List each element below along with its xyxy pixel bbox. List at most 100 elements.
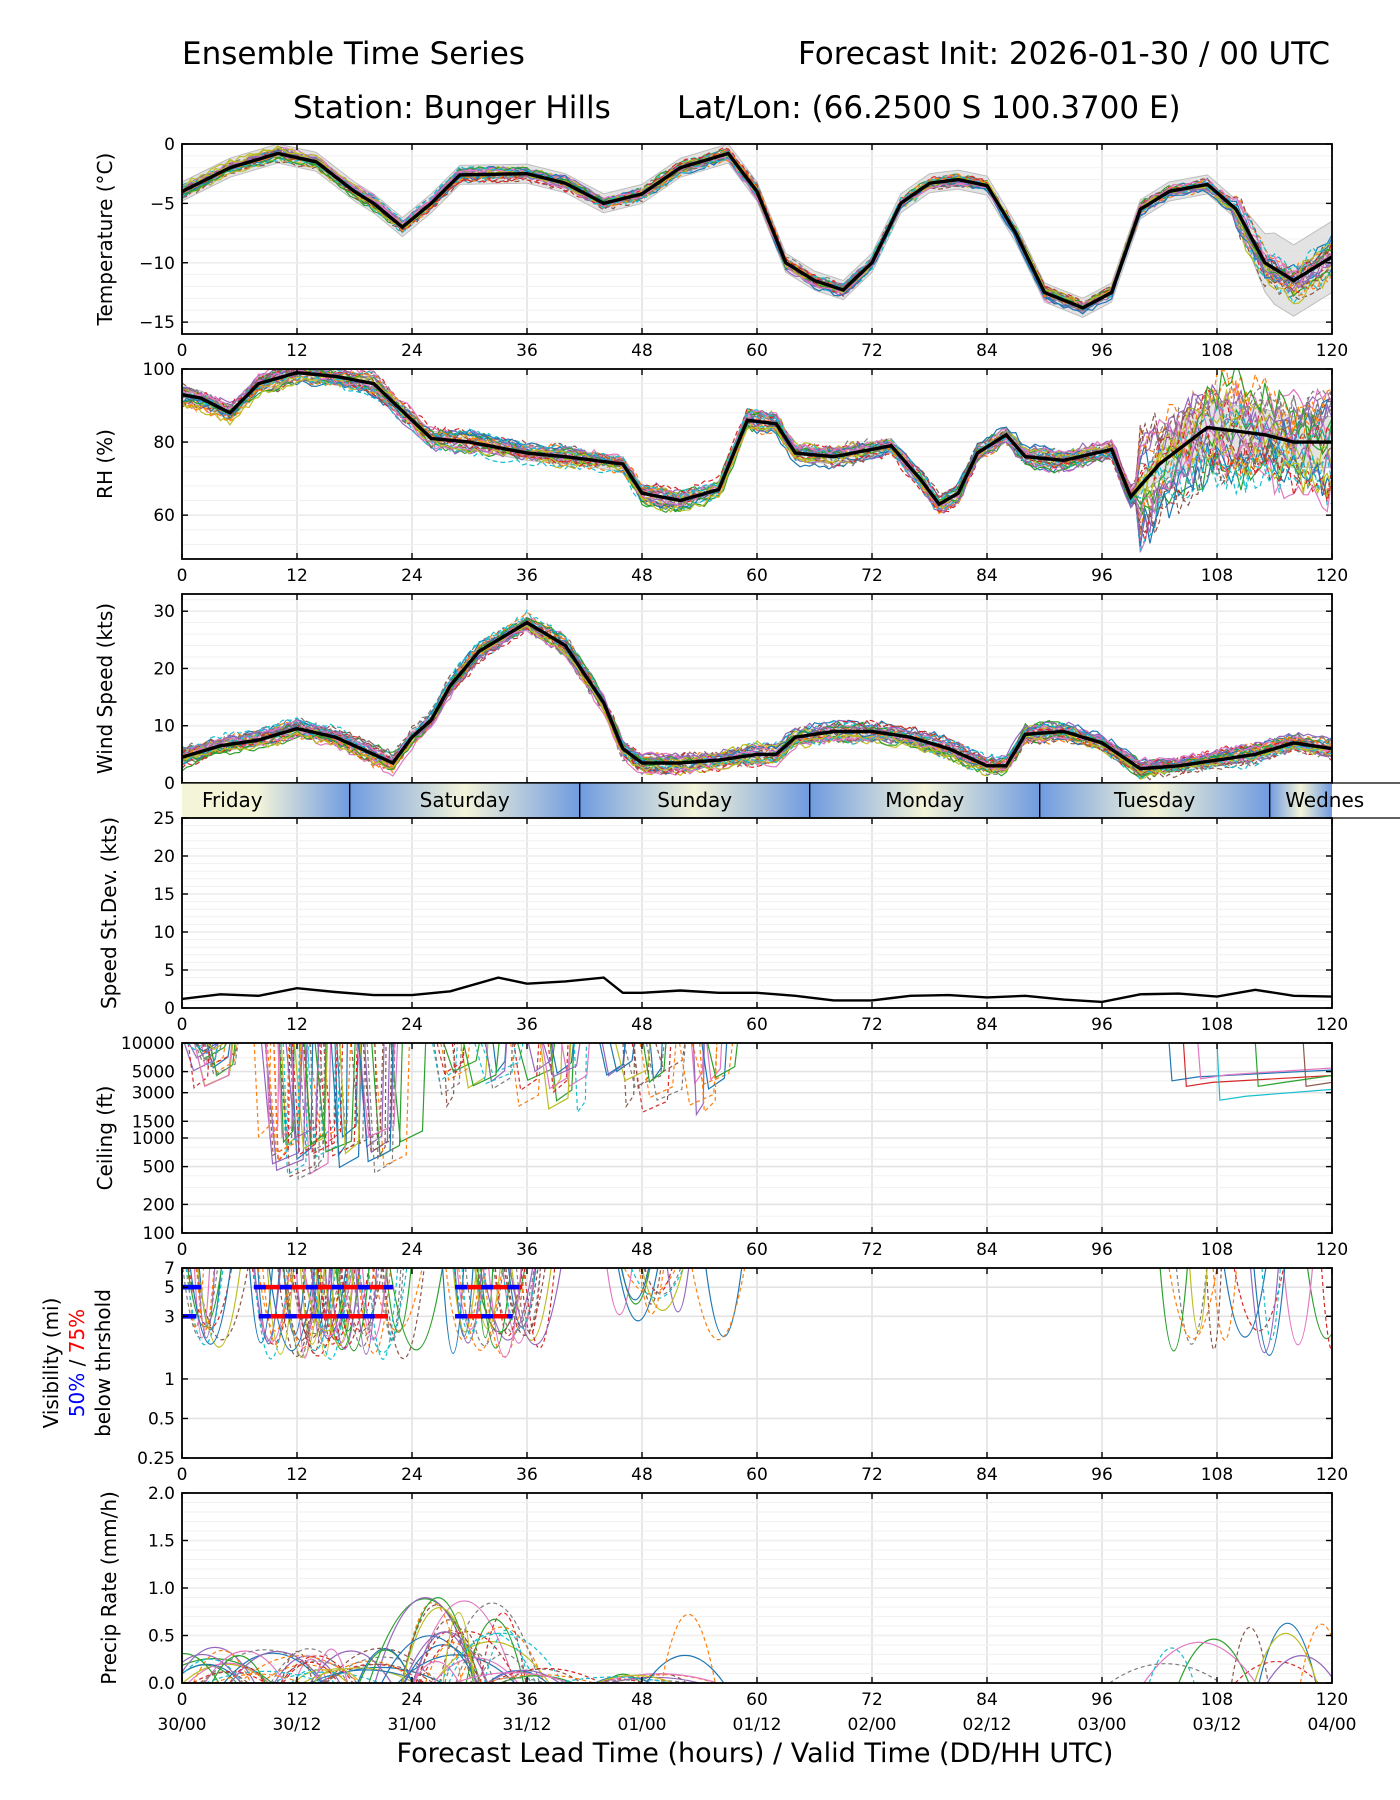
valid-time-label: 04/00 bbox=[1308, 1715, 1357, 1735]
ceiling-member-line bbox=[451, 1043, 465, 1075]
precip-grid bbox=[181, 1492, 1333, 1684]
precip-member-line bbox=[282, 1661, 339, 1683]
x-tick-label: 108 bbox=[1201, 1465, 1233, 1485]
valid-time-label: 02/12 bbox=[963, 1715, 1012, 1735]
wind-member-line bbox=[182, 622, 1332, 776]
ceiling-member-line bbox=[309, 1043, 326, 1171]
precip-member-line bbox=[182, 1654, 242, 1683]
speed_stdev-y-label: Speed St.Dev. (kts) bbox=[97, 817, 121, 1009]
day-label: Monday bbox=[885, 788, 964, 812]
lat-lon: Lat/Lon: (66.2500 S 100.3700 E) bbox=[677, 90, 1181, 126]
x-tick-label: 24 bbox=[401, 341, 423, 361]
ceiling-member-line bbox=[206, 1043, 234, 1051]
precip-member-line bbox=[412, 1661, 460, 1683]
visibility-member-line bbox=[643, 1268, 682, 1295]
precip-member-line bbox=[1178, 1638, 1250, 1683]
visibility-member-line bbox=[1159, 1268, 1188, 1352]
ceiling-member-line bbox=[301, 1043, 332, 1175]
visibility-member-line bbox=[193, 1268, 211, 1339]
ceiling-member-line bbox=[362, 1043, 393, 1153]
x-tick-label: 0 bbox=[177, 1240, 188, 1260]
ceiling-member-line bbox=[1302, 1043, 1332, 1088]
ceiling-member-line bbox=[265, 1043, 280, 1140]
precip-member-line bbox=[558, 1676, 670, 1683]
precip-y-axis: 2.0 1.5 1.0 0.5 0.0 bbox=[148, 1484, 1332, 1694]
visibility-member-line bbox=[385, 1268, 412, 1333]
precip-member-line bbox=[489, 1667, 602, 1683]
visibility-member-line bbox=[1306, 1268, 1332, 1339]
x-tick-label: 96 bbox=[1091, 1015, 1113, 1035]
ceiling-member-line bbox=[510, 1043, 542, 1107]
y-tick-label: 5 bbox=[164, 961, 175, 981]
y-tick-label: 30 bbox=[153, 602, 175, 622]
precip-member-line bbox=[204, 1650, 286, 1683]
precip-member-line bbox=[1253, 1633, 1318, 1683]
y-tick-label: 5000 bbox=[132, 1063, 175, 1083]
day-label: Saturday bbox=[420, 788, 510, 812]
wind-member-line bbox=[182, 619, 1332, 772]
x-tick-label: 36 bbox=[516, 341, 538, 361]
precip-member-line bbox=[374, 1597, 477, 1683]
precip-member-line bbox=[433, 1641, 550, 1683]
ceiling-member-line bbox=[614, 1043, 651, 1082]
precip-member-line bbox=[309, 1669, 424, 1683]
x-tick-label: 96 bbox=[1091, 1240, 1113, 1260]
ceiling-member-line bbox=[314, 1043, 356, 1153]
visibility-member-line bbox=[1175, 1268, 1208, 1345]
precip-member-line bbox=[596, 1674, 674, 1683]
y-tick-label: 5 bbox=[164, 1278, 175, 1298]
y-tick-label: 3 bbox=[164, 1307, 175, 1327]
precip-member-line bbox=[660, 1613, 716, 1683]
precip-member-line bbox=[432, 1657, 519, 1683]
rh-x-axis: 0 12 24 36 48 60 72 84 96 108 120 bbox=[177, 369, 1348, 586]
visibility-member-line bbox=[1233, 1268, 1285, 1332]
x-tick-label: 36 bbox=[516, 566, 538, 586]
visibility-member-line bbox=[257, 1268, 293, 1332]
visibility-threshold-legend: 50% / 75% bbox=[65, 1309, 89, 1417]
precip-member-line bbox=[442, 1612, 475, 1683]
precip-member-line bbox=[211, 1655, 266, 1683]
temperature-member-line bbox=[182, 146, 1332, 306]
visibility-member-line bbox=[640, 1268, 662, 1305]
precip-y-label: Precip Rate (mm/h) bbox=[97, 1491, 121, 1685]
visibility-member-line bbox=[1212, 1268, 1238, 1341]
ceiling-member-line bbox=[193, 1043, 233, 1088]
visibility-member-line bbox=[371, 1268, 423, 1332]
x-tick-label: 72 bbox=[861, 1240, 883, 1260]
visibility-member-line bbox=[299, 1268, 325, 1345]
visibility-member-line bbox=[356, 1268, 392, 1355]
visibility-member-line bbox=[1261, 1268, 1281, 1340]
precip-member-line bbox=[444, 1602, 541, 1683]
ceiling-x-axis: 0 12 24 36 48 60 72 84 96 108 120 bbox=[177, 1043, 1348, 1260]
y-tick-label: 1000 bbox=[132, 1129, 175, 1149]
ceiling-member-line bbox=[1182, 1043, 1332, 1088]
y-tick-label: 20 bbox=[153, 659, 175, 679]
precip-plot-area bbox=[182, 1597, 1332, 1683]
ceiling-member-line bbox=[339, 1043, 362, 1155]
x-tick-label: 48 bbox=[631, 566, 653, 586]
rh-y-axis: 100 80 60 bbox=[143, 360, 1332, 526]
visibility-member-line bbox=[488, 1268, 522, 1358]
precip-member-line bbox=[479, 1612, 527, 1683]
precip-member-line bbox=[1266, 1655, 1332, 1683]
precip-member-line bbox=[182, 1658, 244, 1683]
precip-member-line bbox=[482, 1677, 545, 1683]
ceiling-member-line bbox=[288, 1043, 323, 1181]
precip-member-line bbox=[280, 1650, 314, 1683]
x-tick-label: 84 bbox=[976, 1240, 998, 1260]
visibility-member-line bbox=[380, 1268, 405, 1342]
speed_stdev-y-axis: 25 20 15 10 5 0 bbox=[153, 809, 1332, 1019]
ceiling-member-line bbox=[609, 1043, 635, 1073]
y-tick-label: 100 bbox=[143, 1224, 175, 1244]
precip-member-line bbox=[1299, 1623, 1332, 1683]
visibility-plot-area bbox=[182, 1268, 1332, 1360]
day-label: Friday bbox=[202, 788, 263, 812]
valid-time-labels: 30/00 30/12 31/00 31/12 01/00 01/12 02/00 02/12… bbox=[158, 1715, 1357, 1735]
ceiling-member-line bbox=[350, 1043, 384, 1145]
visibility-member-line bbox=[641, 1268, 684, 1311]
ceiling-member-line bbox=[443, 1043, 456, 1109]
visibility-y-label-sub: below thrshold bbox=[91, 1289, 115, 1437]
visibility-member-line bbox=[197, 1268, 241, 1348]
precip-member-line bbox=[591, 1679, 691, 1683]
x-tick-label: 72 bbox=[861, 1465, 883, 1485]
